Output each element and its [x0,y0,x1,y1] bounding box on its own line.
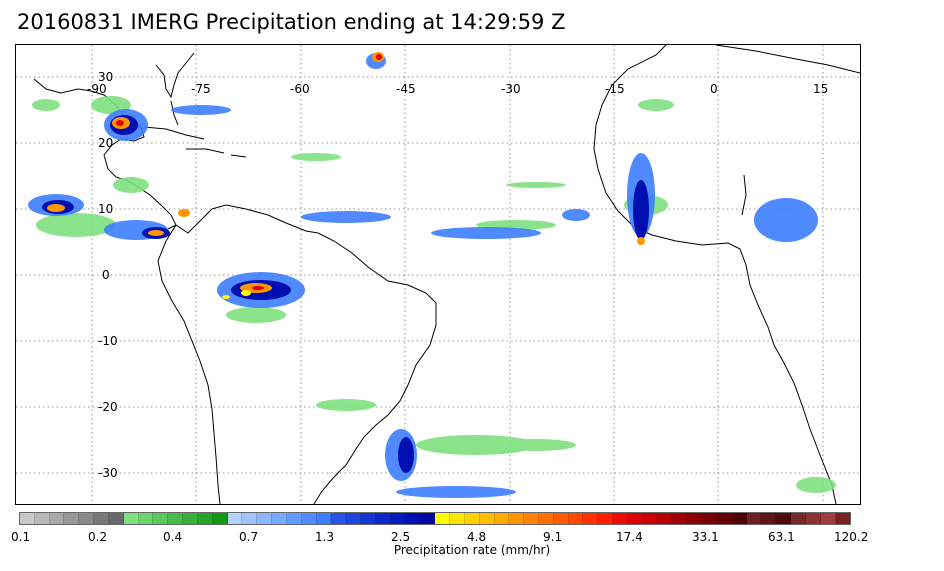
colorbar-swatch [805,513,821,524]
page-title: 20160831 IMERG Precipitation ending at 1… [17,10,566,34]
colorbar-swatch [538,513,554,524]
lat-label: 20 [98,136,114,150]
colorbar-swatch [242,513,258,524]
colorbar-tick-label: 0.4 [163,530,183,544]
colorbar-swatch [316,513,332,524]
colorbar-tick-label: 9.1 [543,530,563,544]
lat-label: 30 [98,70,114,84]
colorbar-tick-label: 17.4 [616,530,643,544]
precipitation-map: -90 -75 -60 -45 -30 -15 0 15 30 20 10 0 … [15,44,861,505]
colorbar-swatch [553,513,569,524]
lon-label: -75 [191,82,211,96]
colorbar-swatch [598,513,614,524]
colorbar-swatch [108,513,124,524]
colorbar-swatch [702,513,717,524]
map-canvas [16,45,860,504]
colorbar-swatch [509,513,525,524]
colorbar-swatch [464,513,480,524]
colorbar-swatch [49,513,65,524]
colorbar-swatch [346,513,362,524]
colorbar-swatch [168,513,184,524]
colorbar-swatch [257,513,273,524]
colorbar-swatch [405,513,421,524]
lat-label: 10 [98,202,114,216]
colorbar-swatch [301,513,317,524]
lon-label: 0 [710,82,718,96]
colorbar-tick-label: 0.1 [11,530,31,544]
colorbar-swatch [227,513,243,524]
colorbar-swatch [583,513,599,524]
colorbar-tick-label: 0.7 [239,530,259,544]
colorbar-swatch [613,513,628,524]
coastlines [33,45,860,504]
colorbar-swatch [420,513,436,524]
colorbar-tick-label: 120.2 [834,530,869,544]
lon-label: -15 [605,82,625,96]
colorbar-swatch [627,513,643,524]
lat-label: -10 [98,334,118,348]
precipitation-field [28,52,836,498]
colorbar-tick-label: 2.5 [391,530,411,544]
colorbar-swatch [34,513,50,524]
colorbar-swatch [361,513,376,524]
lat-label: -20 [98,400,118,414]
colorbar-tick-label: 1.3 [315,530,335,544]
colorbar-swatch [197,513,213,524]
lon-label: 15 [813,82,829,96]
colorbar-tick-label: 0.2 [88,530,108,544]
lat-label: -30 [98,466,118,480]
colorbar-swatch [672,513,688,524]
colorbar-swatch [642,513,658,524]
lon-label: -30 [501,82,521,96]
colorbar [19,512,851,525]
colorbar-swatch [731,513,747,524]
colorbar-swatch [716,513,732,524]
colorbar-swatch [479,513,495,524]
colorbar-swatch [64,513,80,524]
colorbar-swatch [435,513,451,524]
colorbar-swatch [123,513,139,524]
colorbar-title: Precipitation rate (mm/hr) [393,543,551,557]
colorbar-tick-label: 63.1 [768,530,795,544]
colorbar-swatch [153,513,169,524]
lon-label: -45 [396,82,416,96]
lat-label: 0 [102,268,110,282]
colorbar-swatch [20,513,35,524]
colorbar-swatch [835,513,851,524]
colorbar-tick-label: 4.8 [467,530,487,544]
colorbar-swatch [450,513,465,524]
colorbar-swatch [524,513,539,524]
colorbar-swatch [746,513,762,524]
colorbar-swatch [568,513,584,524]
colorbar-swatch [272,513,287,524]
colorbar-swatch [761,513,777,524]
colorbar-swatch [657,513,673,524]
colorbar-swatch [820,513,836,524]
colorbar-swatch [331,513,347,524]
colorbar-swatch [791,513,806,524]
graticule [16,45,860,504]
colorbar-swatch [138,513,154,524]
lon-label: -90 [87,82,107,96]
colorbar-swatch [776,513,792,524]
colorbar-swatch [94,513,109,524]
colorbar-tick-label: 33.1 [692,530,719,544]
colorbar-swatch [79,513,95,524]
colorbar-swatch [687,513,703,524]
colorbar-swatch [494,513,510,524]
lon-label: -60 [290,82,310,96]
colorbar-swatch [183,513,198,524]
colorbar-swatch [286,513,302,524]
colorbar-swatch [212,513,228,524]
colorbar-swatch [390,513,406,524]
colorbar-swatch [375,513,391,524]
